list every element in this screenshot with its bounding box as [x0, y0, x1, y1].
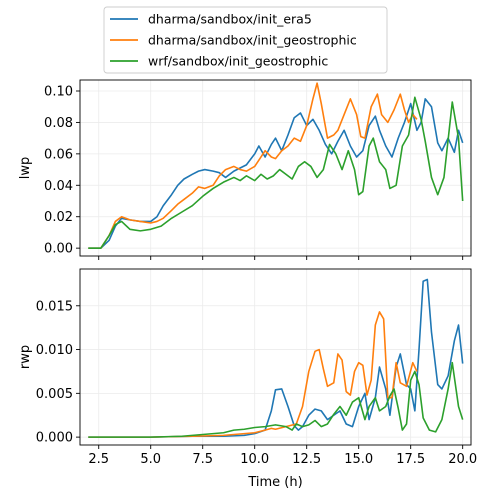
axes-frame-bottom: [79, 268, 472, 446]
series-line-bottom-0: [88, 278, 464, 438]
x-tick-label: 15.0: [344, 452, 373, 467]
y-tick-label: 0.06: [44, 147, 73, 162]
legend-entry-2: wrf/sandbox/init_geostrophic: [148, 54, 328, 69]
series-line-bottom-2: [88, 361, 464, 438]
axes-frame-top: [79, 79, 472, 257]
y-tick-label: 0.010: [36, 343, 73, 358]
y-tick-label: 0.005: [36, 387, 73, 402]
y-tick-label: 0.04: [44, 179, 73, 194]
legend-entry-0: dharma/sandbox/init_era5: [148, 12, 312, 27]
y-tick-label: 0.015: [36, 299, 73, 314]
legend: dharma/sandbox/init_era5 dharma/sandbox/i…: [103, 6, 388, 74]
x-tick-label: 7.5: [192, 452, 213, 467]
series-line-top-2: [88, 96, 464, 249]
x-tick-label: 5.0: [140, 452, 161, 467]
legend-box: [103, 6, 388, 74]
y-axis-label-bottom: rwp: [18, 345, 33, 369]
y-tick-label: 0.00: [44, 242, 73, 257]
x-tick-label: 2.5: [88, 452, 109, 467]
series-line-top-1: [88, 82, 418, 249]
y-tick-label: 0.08: [44, 116, 73, 131]
y-tick-label: 0.02: [44, 210, 73, 225]
x-tick-label: 20.0: [448, 452, 477, 467]
panel-bottom: 2.5 5.0 7.5 10.0 12.5 15.0 17.5 20.0 0.000 0.005 0…: [18, 268, 477, 490]
y-axis-label-top: lwp: [18, 157, 33, 180]
x-tick-label: 12.5: [292, 452, 321, 467]
x-axis-label: Time (h): [247, 475, 302, 490]
x-tick-label: 10.0: [240, 452, 269, 467]
x-tick-label: 17.5: [396, 452, 425, 467]
y-tick-label: 0.000: [36, 431, 73, 446]
legend-entry-1: dharma/sandbox/init_geostrophic: [148, 33, 357, 48]
series-line-bottom-1: [88, 311, 418, 438]
y-tick-label: 0.10: [44, 85, 73, 100]
panel-top: 0.00 0.02 0.04 0.06 0.08 0.10 lwp: [18, 79, 472, 260]
